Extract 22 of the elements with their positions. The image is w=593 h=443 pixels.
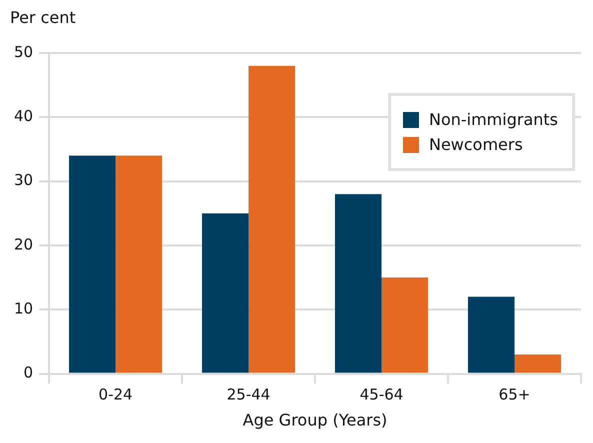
y-tick-label: 10 — [14, 300, 34, 318]
y-tick-label: 40 — [14, 107, 34, 126]
y-axis-title: Per cent — [10, 8, 76, 27]
bar — [468, 296, 515, 373]
legend-label: Newcomers — [428, 135, 523, 154]
bar — [116, 156, 162, 373]
bar — [248, 66, 296, 373]
bar — [334, 194, 382, 373]
y-tick-label: 20 — [14, 235, 34, 254]
x-tick-label: 25-44 — [226, 386, 270, 404]
legend-label: Non-immigrants — [428, 110, 558, 129]
y-tick-label: 50 — [14, 42, 34, 61]
bar — [514, 354, 562, 373]
y-tick-label: 30 — [14, 171, 34, 190]
bar — [202, 213, 249, 373]
bar — [382, 278, 428, 373]
y-tick-label: 0 — [24, 364, 34, 382]
x-tick-label: 0-24 — [98, 386, 133, 404]
x-tick-label: 45-64 — [360, 386, 404, 404]
x-axis-title: Age Group (Years) — [242, 410, 388, 430]
bar — [69, 156, 116, 373]
x-tick-label: 65+ — [498, 386, 530, 404]
